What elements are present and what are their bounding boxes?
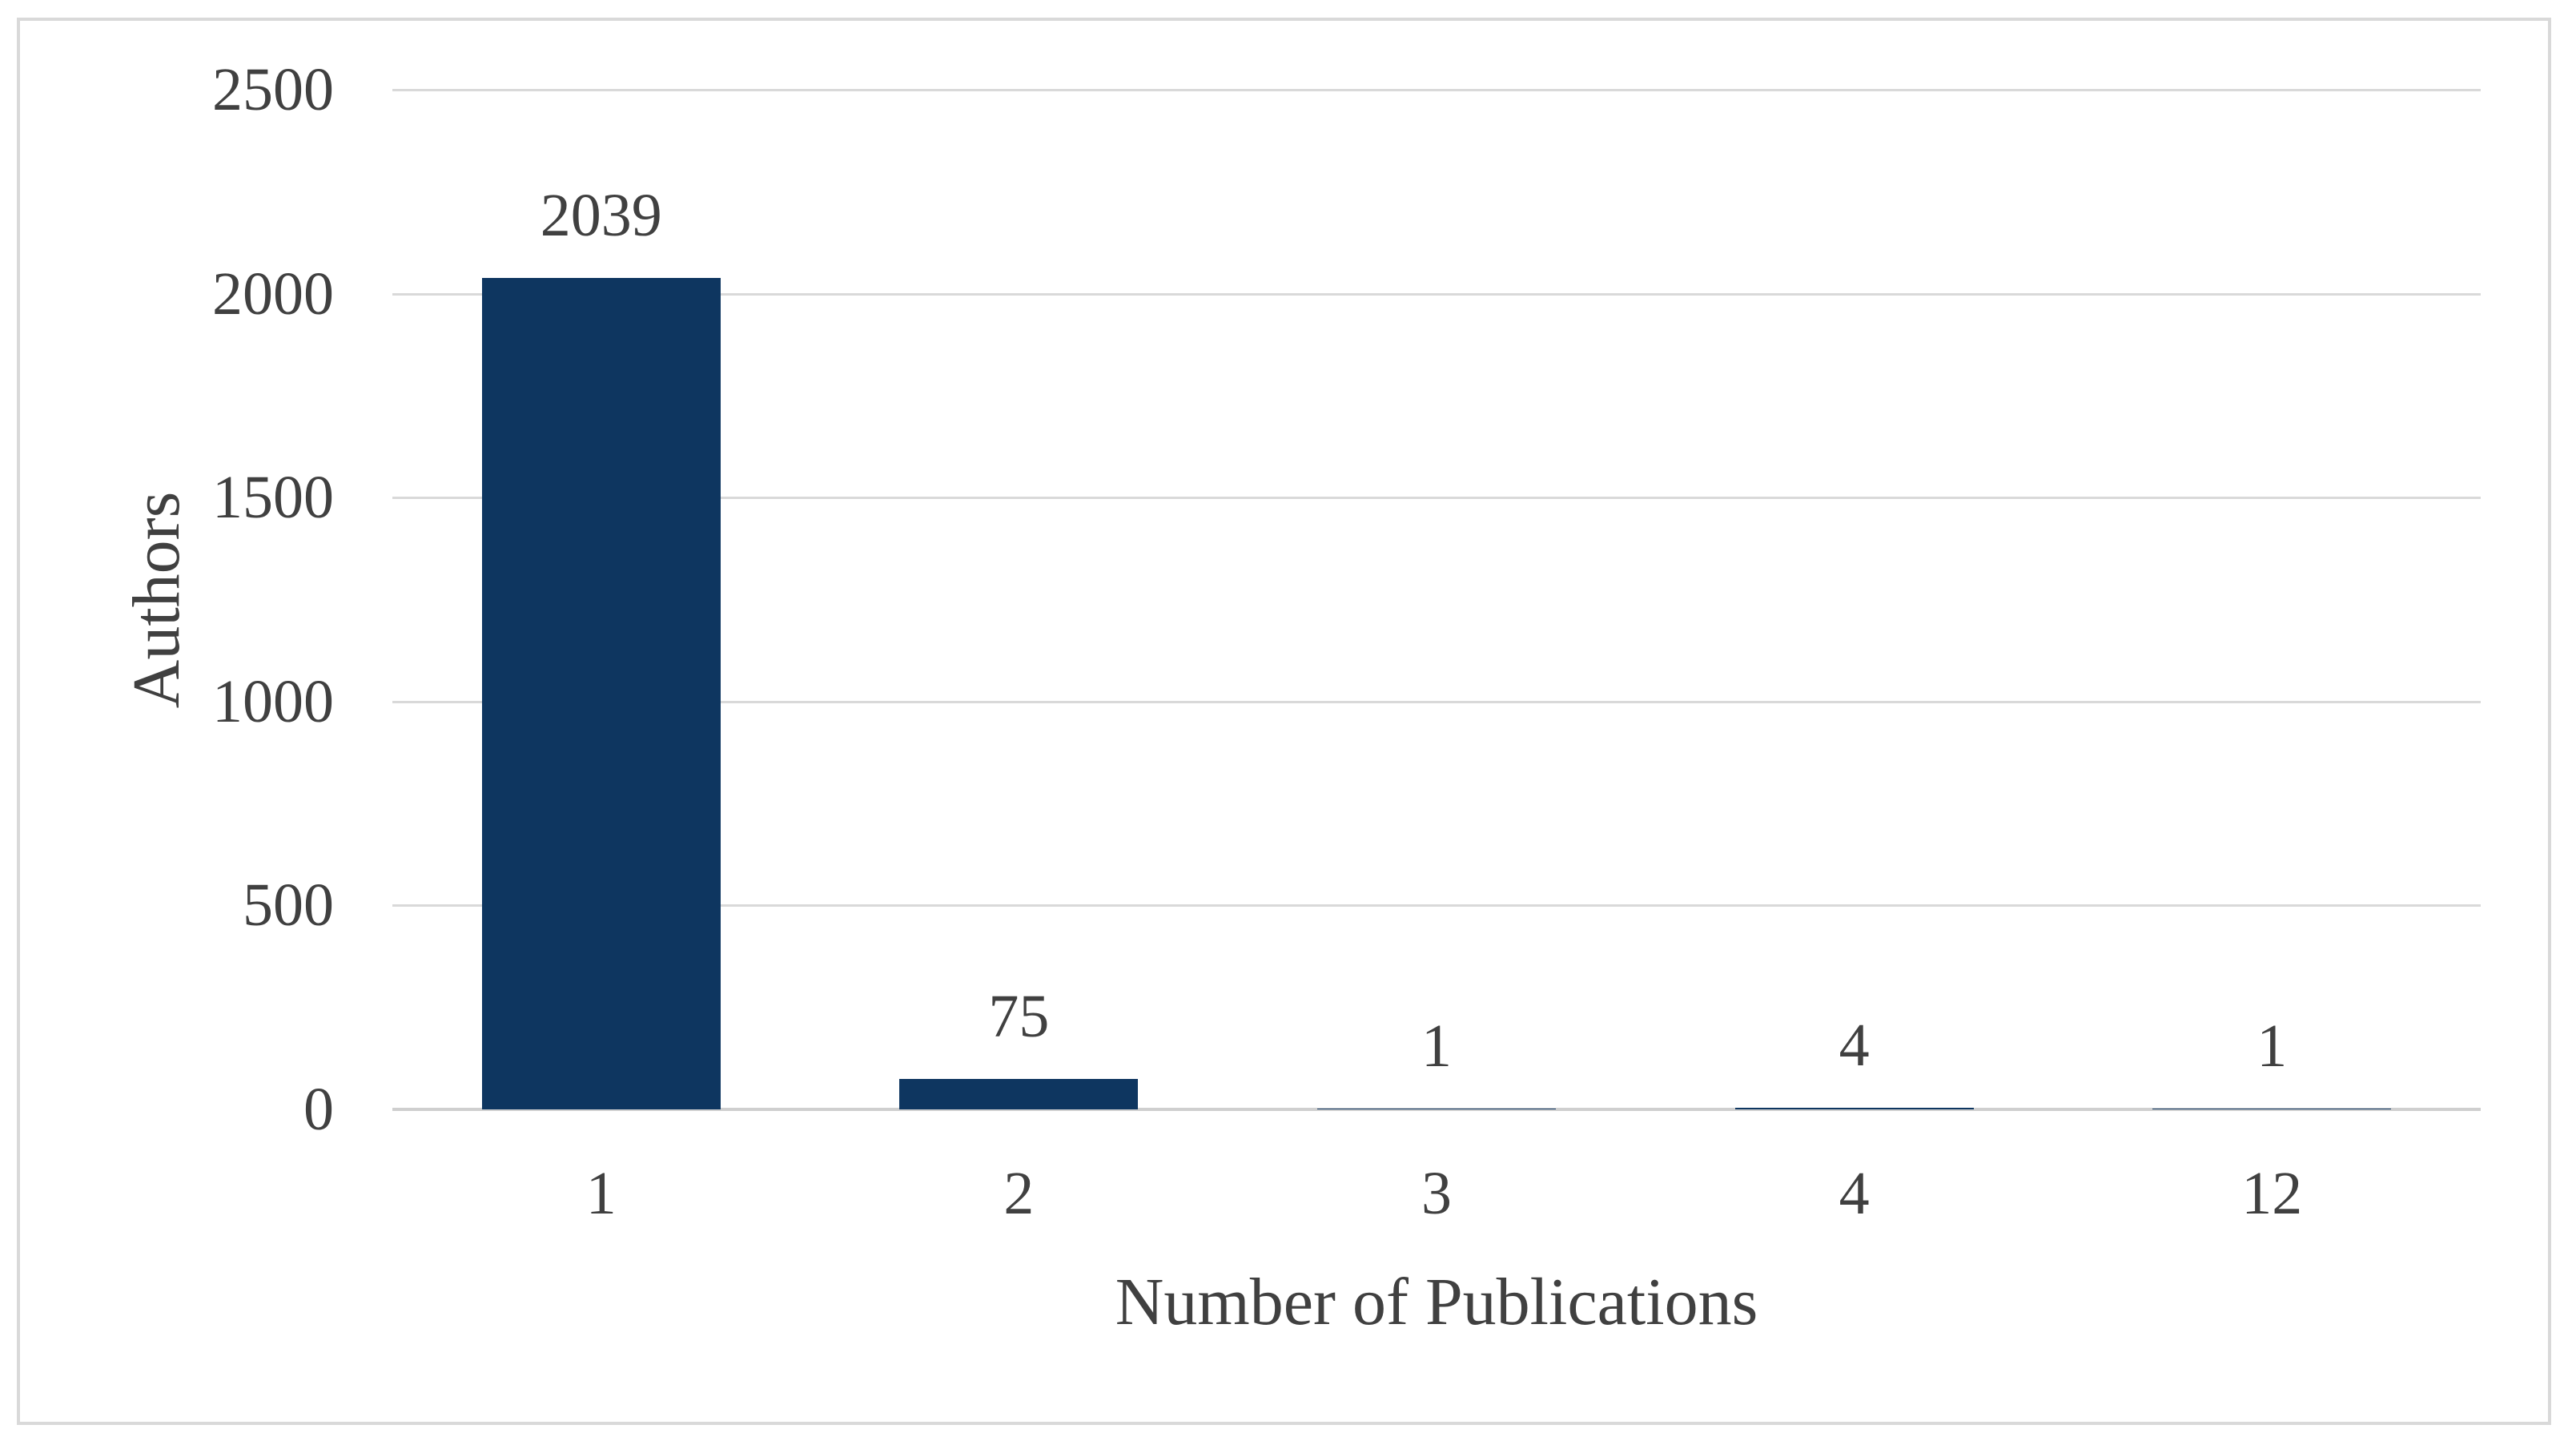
y-tick-label: 2000 [212,260,334,328]
y-tick-label: 1500 [212,464,334,532]
y-tick-label: 500 [243,871,334,940]
data-label: 1 [2257,1012,2288,1080]
data-label: 1 [1421,1012,1452,1080]
y-tick-label: 2500 [212,56,334,123]
bar [481,278,721,1109]
data-label: 2039 [540,182,662,249]
x-tick-label: 1 [585,1160,617,1227]
gridline [392,292,2481,296]
data-label: 4 [1839,1012,1870,1079]
x-tick-label: 4 [1839,1160,1870,1227]
gridline [392,497,2481,500]
x-tick-label: 12 [2241,1160,2303,1227]
gridline [392,700,2481,703]
gridline [392,904,2481,908]
data-label: 75 [988,983,1050,1050]
chart-frame [17,18,2551,1425]
x-axis-title: Number of Publications [1115,1265,1758,1339]
y-tick-label: 0 [303,1076,334,1143]
bar [899,1079,1139,1109]
bar [1734,1108,1974,1109]
x-axis-line [392,1108,2481,1111]
gridline [392,89,2481,91]
x-tick-label: 3 [1421,1160,1452,1227]
y-tick-label: 1000 [212,667,334,735]
x-tick-label: 2 [1003,1160,1035,1227]
